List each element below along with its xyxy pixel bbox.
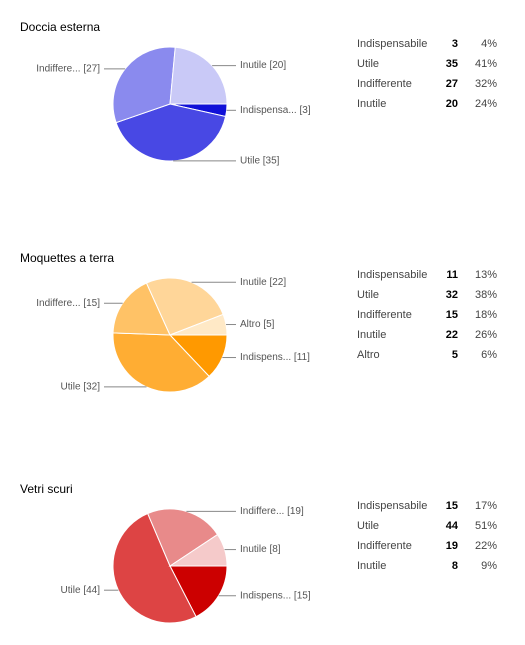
row-share: 41% [475,58,497,70]
row-count: 11 [446,269,458,281]
pie-slice [169,46,228,105]
row-share: 4% [481,38,497,50]
row-share: 38% [475,289,497,301]
slice-label: Indiffere... [19] [240,506,304,517]
row-count: 5 [452,349,458,361]
pie-slice [112,46,176,124]
slice-label: Altro [5] [240,319,275,330]
row-share: 6% [481,349,497,361]
pie-slice [112,512,197,624]
row-label: Indispensabile [357,269,427,281]
row-label: Indifferente [357,540,412,552]
chart-title: Moquettes a terra [20,251,114,265]
row-count: 32 [446,289,458,301]
slice-label: Indispens... [15] [240,590,311,601]
chart-title: Doccia esterna [20,20,100,34]
row-count: 19 [446,540,458,552]
row-count: 35 [446,58,458,70]
row-share: 9% [481,560,497,572]
row-label: Inutile [357,98,386,110]
row-share: 51% [475,520,497,532]
slice-label: Indiffere... [15] [36,298,100,309]
slice-label: Inutile [22] [240,277,286,288]
row-label: Inutile [357,560,386,572]
row-label: Inutile [357,329,386,341]
row-share: 13% [475,269,497,281]
row-label: Indifferente [357,78,412,90]
slice-label: Utile [35] [240,156,280,167]
pie-slice [147,508,219,567]
row-share: 32% [475,78,497,90]
row-share: 22% [475,540,497,552]
row-label: Indispensabile [357,500,427,512]
row-count: 15 [446,500,458,512]
row-count: 20 [446,98,458,110]
slice-label: Indispens... [11] [240,352,310,363]
slice-label: Utile [32] [61,382,101,393]
row-label: Altro [357,349,380,361]
row-share: 17% [475,500,497,512]
slice-label: Utile [44] [61,585,101,596]
row-label: Utile [357,520,379,532]
row-count: 8 [452,560,458,572]
row-count: 27 [446,78,458,90]
pie-slice [112,282,171,336]
slice-label: Inutile [20] [240,60,286,71]
row-share: 26% [475,329,497,341]
row-share: 18% [475,309,497,321]
row-label: Indifferente [357,309,412,321]
slice-label: Indiffere... [27] [36,63,100,74]
slice-label: Inutile [8] [240,544,281,555]
row-label: Indispensabile [357,38,427,50]
row-count: 3 [452,38,458,50]
row-count: 15 [446,309,458,321]
slice-label: Indispensa... [3] [240,105,311,116]
row-share: 24% [475,98,497,110]
row-count: 22 [446,329,458,341]
row-label: Utile [357,289,379,301]
pie-slice [145,277,224,336]
row-label: Utile [357,58,379,70]
row-count: 44 [446,520,459,532]
chart-title: Vetri scuri [20,482,73,496]
